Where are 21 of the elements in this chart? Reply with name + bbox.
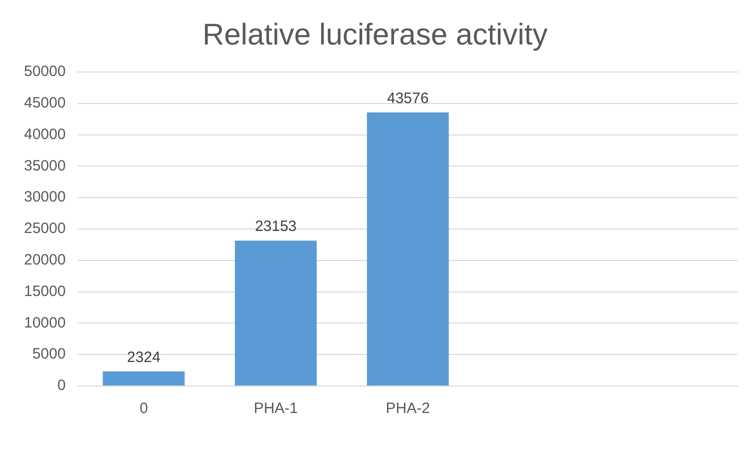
y-tick-label: 40000 <box>24 126 66 143</box>
y-tick-label: 35000 <box>24 157 66 174</box>
x-tick-label: PHA-2 <box>386 400 430 418</box>
y-tick-label: 45000 <box>24 94 66 112</box>
y-tick-label: 10000 <box>24 314 66 332</box>
x-tick-label: PHA-1 <box>254 400 298 418</box>
y-tick-label: 20000 <box>24 252 66 269</box>
data-label: 23153 <box>254 218 297 236</box>
y-tick-label: 30000 <box>24 188 66 206</box>
chart-title: Relative luciferase activity <box>202 18 548 52</box>
bar <box>102 371 185 386</box>
data-label: 43576 <box>386 90 429 107</box>
bar <box>366 112 449 386</box>
y-tick-label: 50000 <box>24 63 66 80</box>
bar <box>234 240 317 386</box>
x-tick-label: 0 <box>140 400 148 418</box>
y-tick-label: 0 <box>57 377 66 394</box>
y-tick-label: 5000 <box>32 346 66 363</box>
y-tick-label: 25000 <box>24 220 66 238</box>
data-label: 2324 <box>127 349 160 366</box>
y-tick-label: 15000 <box>24 282 66 300</box>
